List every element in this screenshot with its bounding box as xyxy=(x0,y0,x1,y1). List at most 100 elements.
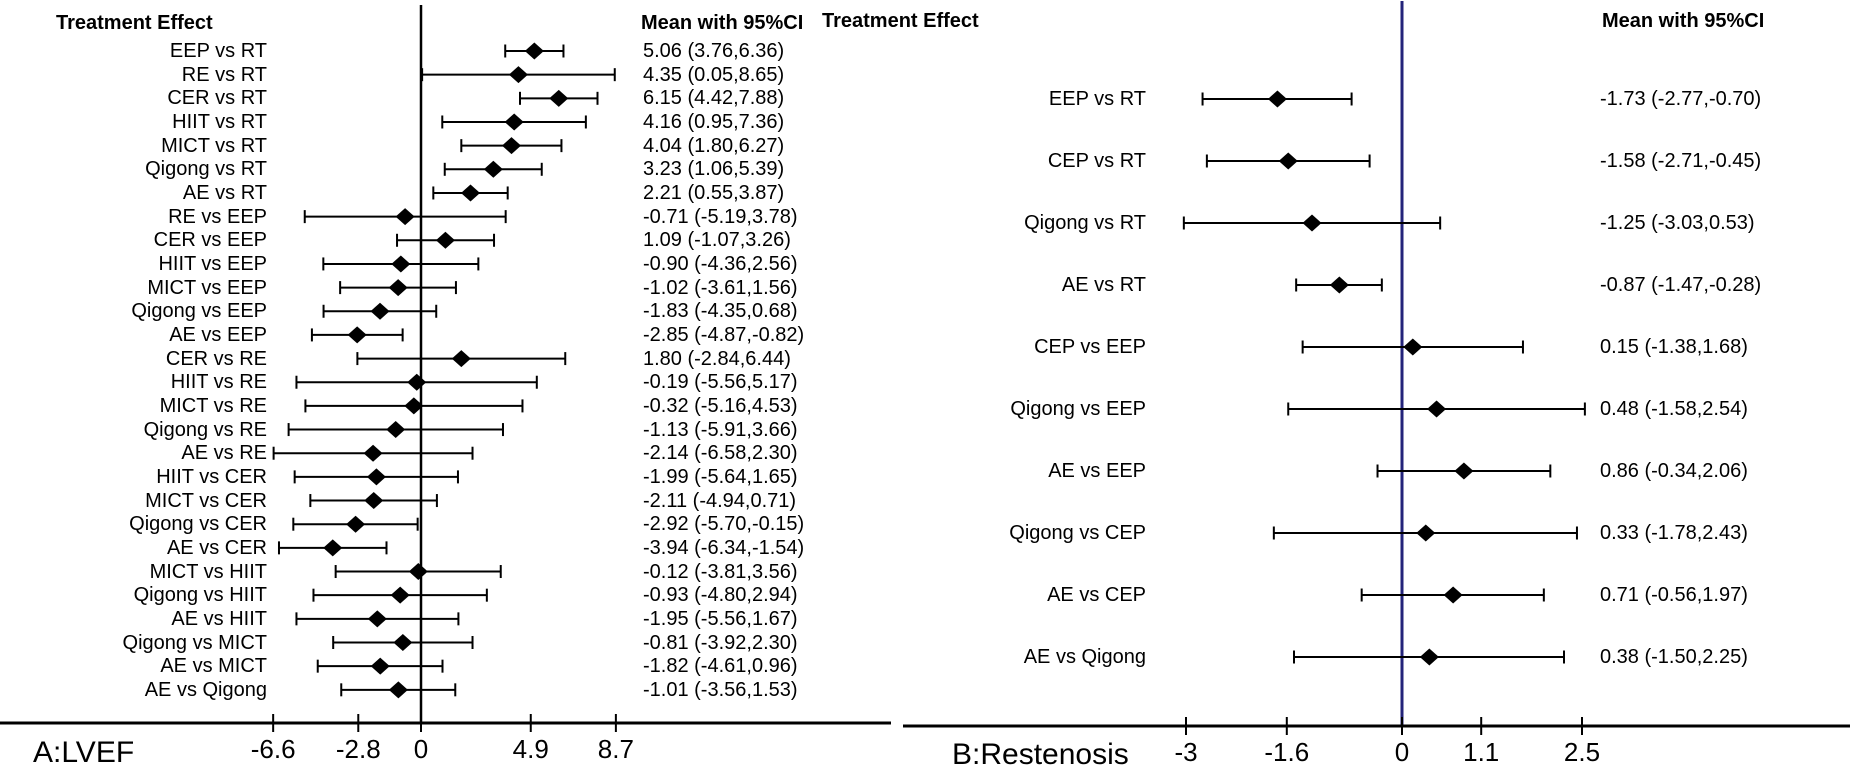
row-label: HIIT vs CER xyxy=(156,465,267,488)
mean-diamond xyxy=(370,657,390,675)
mean-diamond xyxy=(363,444,383,462)
panel-a-label: A:LVEF xyxy=(33,736,135,769)
row-value: -2.85 (-4.87,-0.82) xyxy=(643,323,805,346)
row-value: 1.09 (-1.07,3.26) xyxy=(643,229,791,252)
row-label: CEP vs RT xyxy=(1047,150,1146,172)
mean-diamond xyxy=(1278,152,1298,170)
row-label: AE vs Qigong xyxy=(144,678,267,701)
mean-diamond xyxy=(393,634,413,651)
mean-diamond xyxy=(366,468,386,486)
mean-diamond xyxy=(1416,524,1436,542)
x-tick-label: 4.9 xyxy=(512,734,549,764)
row-value: -0.12 (-3.81,3.56) xyxy=(643,560,798,583)
mean-diamond xyxy=(1419,648,1439,666)
mean-diamond xyxy=(370,302,390,320)
row-label: Qigong vs EEP xyxy=(131,300,267,323)
row-value: -3.94 (-6.34,-1.54) xyxy=(643,536,805,559)
row-value: 4.04 (1.80,6.27) xyxy=(643,134,785,157)
mean-diamond xyxy=(1403,338,1423,356)
row-value: 5.06 (3.76,6.36) xyxy=(643,40,785,62)
row-value: -1.02 (-3.61,1.56) xyxy=(643,276,798,299)
row-value: -1.82 (-4.61,0.96) xyxy=(643,655,798,678)
mean-diamond xyxy=(435,231,455,249)
mean-diamond xyxy=(408,563,428,581)
panel-a-header-treatment-effect: Treatment Effect xyxy=(56,12,213,34)
row-value: 0.38 (-1.50,2.25) xyxy=(1600,646,1748,668)
mean-diamond xyxy=(508,66,528,84)
panel-b-header-treatment-effect: Treatment Effect xyxy=(822,10,979,32)
x-tick-label: -6.6 xyxy=(250,734,296,764)
mean-diamond xyxy=(1302,214,1322,232)
mean-diamond xyxy=(346,515,366,533)
mean-diamond xyxy=(391,255,411,273)
row-value: -1.01 (-3.56,1.53) xyxy=(643,678,798,701)
row-label: CEP vs EEP xyxy=(1034,336,1146,358)
row-value: 3.23 (1.06,5.39) xyxy=(643,158,785,181)
row-label: AE vs HIIT xyxy=(171,607,267,630)
mean-diamond xyxy=(461,184,481,202)
mean-diamond xyxy=(395,208,415,226)
row-label: HIIT vs RT xyxy=(172,110,267,133)
row-label: RE vs RT xyxy=(181,63,267,86)
panel-b-header-mean-ci: Mean with 95%CI xyxy=(1602,10,1765,32)
row-label: Qigong vs RE xyxy=(143,418,267,441)
row-label: RE vs EEP xyxy=(168,205,267,228)
panel-b-label: B:Restenosis xyxy=(952,738,1129,771)
mean-diamond xyxy=(323,539,343,557)
row-label: MICT vs HIIT xyxy=(149,560,267,583)
row-label: AE vs CER xyxy=(166,536,267,559)
mean-diamond xyxy=(1329,276,1349,294)
row-value: -0.90 (-4.36,2.56) xyxy=(643,252,798,275)
row-value: -1.73 (-2.77,-0.70) xyxy=(1600,88,1762,110)
row-value: -0.93 (-4.80,2.94) xyxy=(643,584,798,607)
x-tick-label: 8.7 xyxy=(597,734,634,764)
row-label: MICT vs RE xyxy=(159,394,267,417)
row-label: CER vs EEP xyxy=(153,229,267,252)
mean-diamond xyxy=(1267,90,1287,108)
mean-diamond xyxy=(347,326,367,344)
panel-a-header-mean-ci: Mean with 95%CI xyxy=(641,12,804,34)
row-label: AE vs EEP xyxy=(1048,460,1146,482)
x-tick-label: 0 xyxy=(413,734,429,764)
row-label: AE vs Qigong xyxy=(1023,646,1146,668)
mean-diamond xyxy=(364,492,384,510)
x-tick-label: -3 xyxy=(1174,737,1198,767)
row-label: Qigong vs HIIT xyxy=(133,584,267,607)
mean-diamond xyxy=(407,373,427,391)
mean-diamond xyxy=(504,113,524,131)
row-label: MICT vs EEP xyxy=(147,276,267,299)
row-label: CER vs RT xyxy=(167,87,267,110)
row-label: Qigong vs EEP xyxy=(1010,398,1146,420)
x-tick-label: 0 xyxy=(1394,737,1410,767)
row-value: 1.80 (-2.84,6.44) xyxy=(643,347,791,370)
row-value: -1.83 (-4.35,0.68) xyxy=(643,300,798,323)
row-value: 6.15 (4.42,7.88) xyxy=(643,87,785,110)
row-value: -1.58 (-2.71,-0.45) xyxy=(1600,150,1762,172)
mean-diamond xyxy=(404,397,424,415)
mean-diamond xyxy=(483,160,503,178)
row-value: 0.71 (-0.56,1.97) xyxy=(1600,584,1748,606)
row-value: -0.87 (-1.47,-0.28) xyxy=(1600,274,1762,296)
mean-diamond xyxy=(1427,400,1447,418)
mean-diamond xyxy=(390,586,410,604)
row-value: -1.95 (-5.56,1.67) xyxy=(643,607,798,630)
mean-diamond xyxy=(549,89,569,107)
mean-diamond xyxy=(501,137,521,155)
mean-diamond xyxy=(367,610,387,628)
row-value: 0.48 (-1.58,2.54) xyxy=(1600,398,1748,420)
row-label: AE vs RT xyxy=(1061,274,1146,296)
x-tick-label: -2.8 xyxy=(335,734,381,764)
row-value: -2.92 (-5.70,-0.15) xyxy=(643,513,805,536)
row-value: -2.14 (-6.58,2.30) xyxy=(643,442,798,465)
x-tick-label: 2.5 xyxy=(1563,737,1601,767)
mean-diamond xyxy=(386,421,406,439)
row-label: CER vs RE xyxy=(165,347,267,370)
row-label: MICT vs CER xyxy=(145,489,267,512)
row-label: AE vs CEP xyxy=(1047,584,1146,606)
row-label: AE vs EEP xyxy=(169,323,267,346)
row-label: EEP vs RT xyxy=(1048,88,1146,110)
row-label: Qigong vs CEP xyxy=(1009,522,1146,544)
row-label: Qigong vs CER xyxy=(129,513,267,536)
row-label: EEP vs RT xyxy=(169,40,267,62)
